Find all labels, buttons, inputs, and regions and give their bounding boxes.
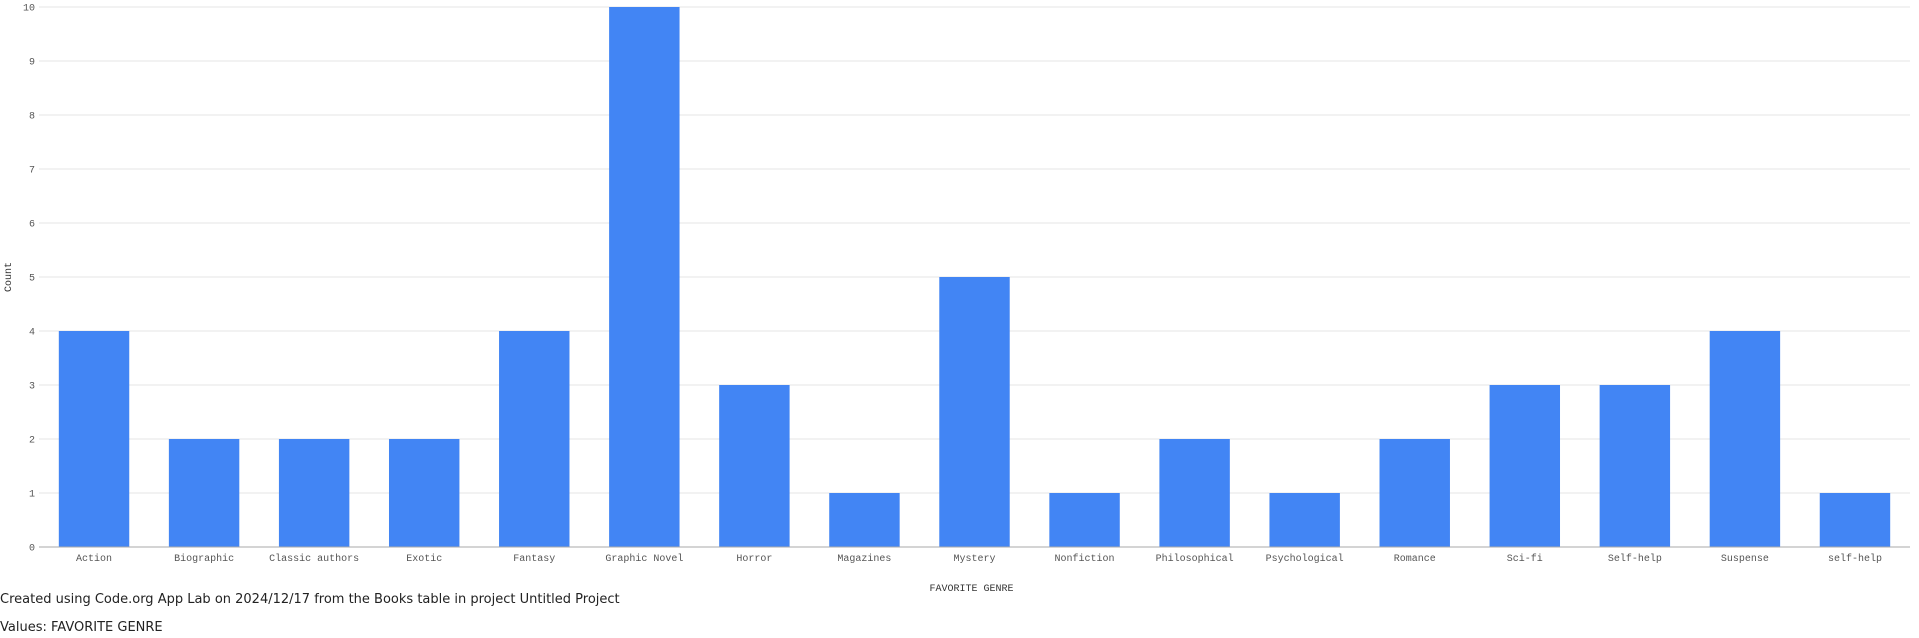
x-tick-label: Fantasy	[513, 554, 555, 565]
x-tick-label: Mystery	[953, 554, 995, 565]
bar	[168, 439, 240, 547]
bar	[499, 331, 570, 547]
bar	[278, 439, 350, 547]
x-tick-labels: Action Biographic Classic authors Exotic Fan…	[76, 553, 1882, 565]
bar	[1599, 385, 1671, 547]
y-tick-label: 9	[29, 58, 35, 69]
bar	[719, 385, 790, 547]
y-tick-label: 6	[29, 220, 35, 231]
bars	[58, 7, 1891, 547]
bar-chart: 0 1 2 3 4 5 6 7 8 9 10 Action Biographic Classic aut…	[4, 4, 1910, 595]
y-tick-label: 1	[29, 490, 35, 501]
x-tick-label: Exotic	[406, 553, 442, 565]
x-tick-label: Suspense	[1721, 554, 1769, 565]
bar	[829, 493, 900, 547]
bar	[1159, 439, 1230, 547]
bar	[1049, 493, 1120, 547]
y-tick-labels: 0 1 2 3 4 5 6 7 8 9 10	[23, 4, 35, 555]
bar	[1819, 493, 1891, 547]
x-axis-title: FAVORITE GENRE	[929, 584, 1013, 595]
x-tick-label: Self-help	[1608, 553, 1662, 565]
x-tick-label: Biographic	[174, 553, 234, 565]
y-tick-label: 7	[29, 166, 35, 177]
bar	[388, 439, 460, 547]
x-tick-label: Philosophical	[1156, 553, 1234, 565]
x-tick-label: Sci-fi	[1507, 553, 1543, 565]
x-tick-label: Romance	[1394, 554, 1436, 565]
bar	[1379, 439, 1450, 547]
x-tick-label: Horror	[736, 554, 772, 565]
bar	[1709, 331, 1781, 547]
bar	[609, 7, 680, 547]
y-tick-label: 4	[29, 328, 35, 339]
x-tick-label: Action	[76, 553, 112, 565]
x-tick-label: self-help	[1828, 553, 1882, 565]
x-tick-label: Classic authors	[269, 553, 359, 565]
y-axis-title: Count	[4, 262, 15, 292]
y-tick-label: 10	[23, 4, 35, 15]
bar	[58, 331, 130, 547]
created-caption: Created using Code.org App Lab on 2024/1…	[0, 592, 620, 607]
bar	[1489, 385, 1561, 547]
y-tick-label: 8	[29, 112, 35, 123]
x-tick-label: Nonfiction	[1055, 553, 1115, 565]
y-tick-label: 3	[29, 382, 35, 393]
x-tick-label: Graphic Novel	[605, 553, 683, 565]
values-caption: Values: FAVORITE GENRE	[0, 620, 163, 635]
x-tick-label: Magazines	[837, 553, 891, 565]
y-tick-label: 0	[29, 544, 35, 555]
y-tick-label: 2	[29, 436, 35, 447]
bar	[1269, 493, 1340, 547]
x-tick-label: Psychological	[1266, 553, 1344, 565]
bar	[939, 277, 1010, 547]
y-tick-label: 5	[29, 274, 35, 285]
